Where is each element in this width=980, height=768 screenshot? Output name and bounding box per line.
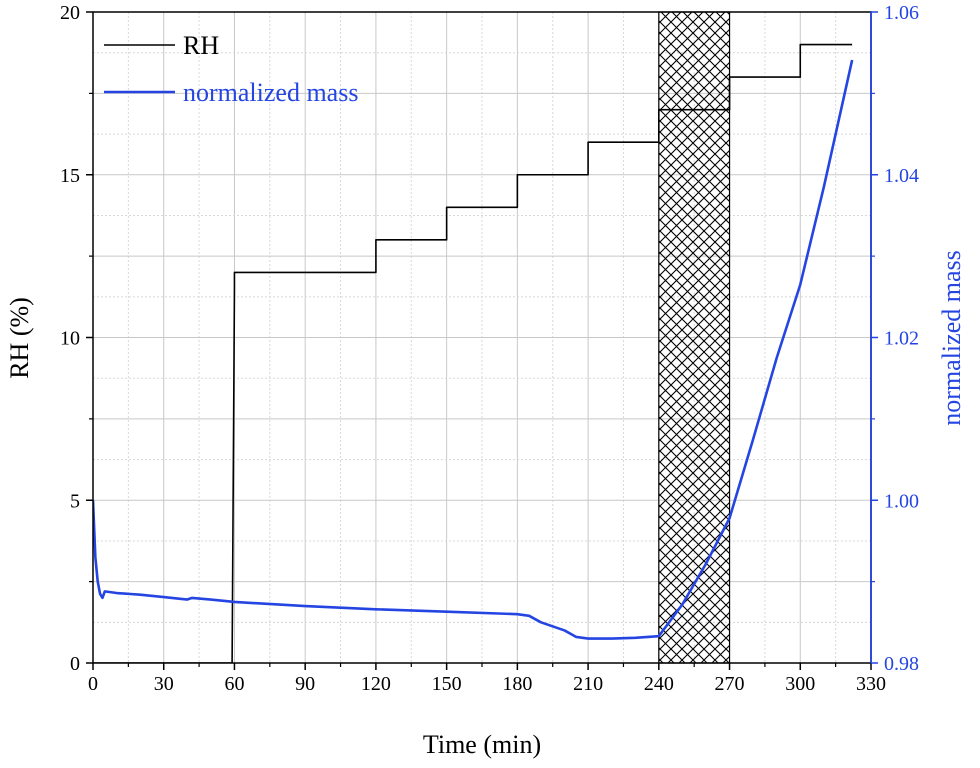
y-tick-label: 0	[70, 653, 80, 675]
y2-tick-label: 1.04	[884, 165, 919, 187]
series-layer	[93, 43, 854, 663]
y-tick-label: 20	[60, 2, 80, 24]
x-tick-label: 0	[88, 673, 98, 695]
x-tick-label: 270	[715, 673, 745, 695]
x-tick-label: 150	[432, 673, 462, 695]
axis-layer: 0 30 60 90 120 150 180 210 240 270 300 330 0 5 10 15 20 0…	[60, 2, 919, 695]
grid	[93, 12, 871, 663]
x-tick-label: 120	[361, 673, 391, 695]
y-tick-label: 10	[60, 328, 80, 350]
series-line-rh	[93, 43, 853, 663]
legend: RH normalized mass	[104, 31, 358, 107]
y-axis-title: RH (%)	[5, 297, 34, 379]
y2-tick-label: 0.98	[884, 653, 919, 675]
x-tick-label: 330	[856, 673, 886, 695]
x-tick-label: 300	[785, 673, 815, 695]
shaded-region	[658, 12, 730, 663]
y2-tick-label: 1.06	[884, 2, 919, 24]
y2-axis-title: normalized mass	[937, 250, 966, 425]
legend-label-rh: RH	[183, 31, 219, 60]
x-tick-label: 210	[573, 673, 603, 695]
y2-tick-label: 1.02	[884, 328, 919, 350]
x-tick-label: 240	[644, 673, 674, 695]
y-tick-label: 15	[60, 165, 80, 187]
legend-label-normalized-mass: normalized mass	[183, 78, 358, 107]
series-line-normalized-mass	[93, 59, 854, 640]
x-tick-label: 180	[502, 673, 532, 695]
x-tick-label: 90	[295, 673, 315, 695]
y2-tick-label: 1.00	[884, 490, 919, 512]
x-tick-label: 60	[224, 673, 244, 695]
x-tick-label: 30	[154, 673, 174, 695]
x-axis-title: Time (min)	[423, 730, 541, 759]
y-tick-label: 5	[70, 490, 80, 512]
